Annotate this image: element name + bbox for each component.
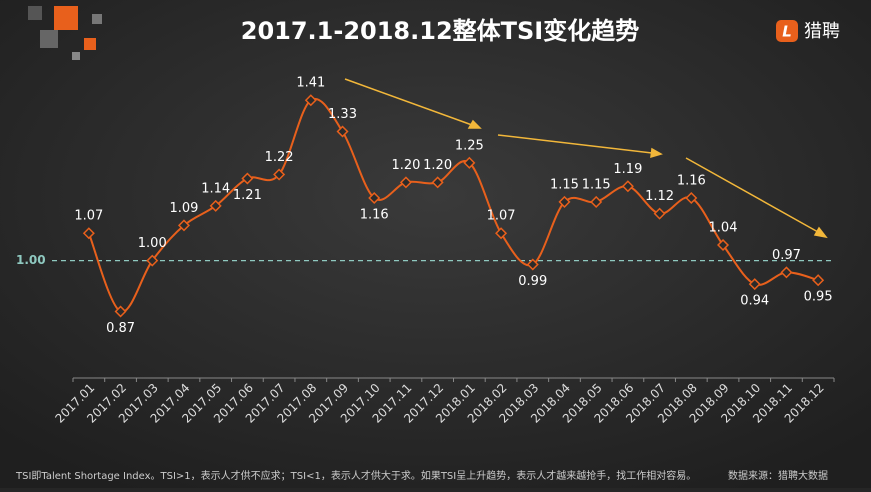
point-marker bbox=[336, 125, 349, 138]
point-marker bbox=[748, 278, 761, 291]
point-marker bbox=[209, 199, 222, 212]
data-label: 0.87 bbox=[106, 321, 135, 336]
point-marker bbox=[780, 266, 793, 279]
data-label: 1.14 bbox=[201, 181, 230, 196]
data-label: 1.16 bbox=[360, 208, 389, 223]
data-label: 1.16 bbox=[677, 174, 706, 189]
data-label: 1.09 bbox=[170, 201, 199, 216]
annotation: TSI即Talent Shortage Index。TSI>1，表示人才供不应求… bbox=[15, 469, 696, 482]
data-label: 1.15 bbox=[582, 177, 611, 192]
data-label: 1.20 bbox=[391, 158, 420, 173]
data-label: 1.33 bbox=[328, 107, 357, 122]
point-marker bbox=[526, 258, 539, 271]
point-marker bbox=[621, 180, 634, 193]
point-marker bbox=[653, 207, 666, 220]
data-label: 0.94 bbox=[740, 294, 769, 309]
source: 数据来源：猎聘大数据 bbox=[728, 469, 828, 482]
point-marker bbox=[146, 254, 159, 267]
data-label: 1.07 bbox=[74, 209, 103, 224]
point-marker bbox=[114, 305, 127, 318]
point-marker bbox=[717, 238, 730, 251]
data-label: 1.19 bbox=[613, 162, 642, 177]
data-label: 1.21 bbox=[233, 188, 262, 203]
logo-icon-text: L bbox=[782, 23, 792, 41]
data-label: 1.07 bbox=[487, 209, 516, 224]
point-marker bbox=[177, 219, 190, 232]
point-marker bbox=[495, 227, 508, 240]
logo-icon bbox=[776, 20, 798, 42]
data-label: 1.25 bbox=[455, 138, 484, 153]
point-marker bbox=[685, 192, 698, 205]
data-label: 1.15 bbox=[550, 177, 579, 192]
point-marker bbox=[368, 192, 381, 205]
logo-text: 猎聘 bbox=[804, 21, 840, 42]
data-label: 1.41 bbox=[296, 76, 325, 91]
point-marker bbox=[463, 156, 476, 169]
data-label: 0.99 bbox=[518, 274, 547, 289]
point-marker bbox=[273, 168, 286, 181]
logo: L 猎聘 bbox=[776, 20, 840, 42]
chart-title: 2017.1-2018.12整体TSI变化趋势 bbox=[241, 17, 639, 45]
trend-arrows bbox=[344, 78, 828, 239]
point-marker bbox=[399, 176, 412, 189]
data-label: 0.97 bbox=[772, 248, 801, 263]
point-marker bbox=[82, 227, 95, 240]
data-label: 1.22 bbox=[265, 150, 294, 165]
point-marker bbox=[590, 195, 603, 208]
data-label: 1.20 bbox=[423, 158, 452, 173]
point-marker bbox=[558, 195, 571, 208]
point-marker bbox=[304, 94, 317, 107]
data-label: 1.00 bbox=[138, 236, 167, 251]
data-label: 1.04 bbox=[709, 220, 738, 235]
data-label: 0.95 bbox=[804, 290, 833, 305]
decor-cubes bbox=[28, 6, 102, 60]
point-marker bbox=[241, 172, 254, 185]
data-label: 1.12 bbox=[645, 189, 674, 204]
point-marker bbox=[812, 274, 825, 287]
point-marker bbox=[431, 176, 444, 189]
reference-label: 1.00 bbox=[16, 253, 46, 267]
